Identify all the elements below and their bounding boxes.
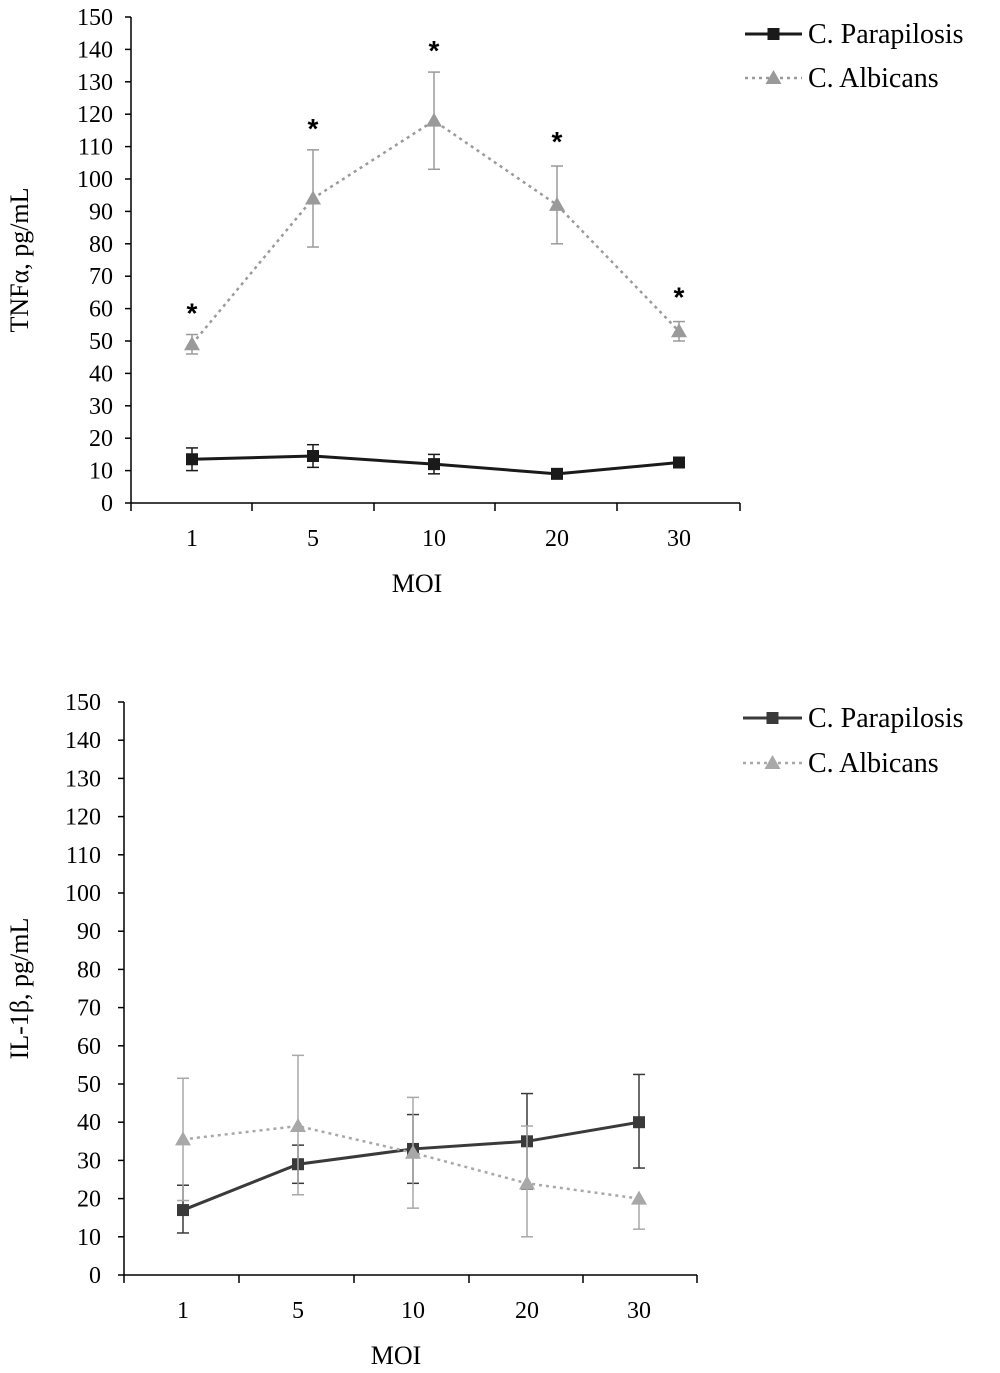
data-point bbox=[549, 196, 565, 211]
y-tick-label: 150 bbox=[77, 5, 113, 31]
legend-item: C. Parapilosis bbox=[743, 703, 964, 734]
legend-item: C. Albicans bbox=[745, 63, 939, 94]
y-tick-label: 20 bbox=[77, 1187, 101, 1213]
data-point bbox=[305, 190, 321, 205]
series-parapilosis bbox=[186, 443, 685, 480]
y-axis-title: TNFα, pg/mL bbox=[5, 187, 34, 332]
data-point bbox=[551, 467, 563, 480]
y-tick-label: 150 bbox=[65, 690, 101, 716]
legend-item: C. Parapilosis bbox=[745, 19, 964, 50]
x-tick-label: 10 bbox=[422, 526, 446, 552]
legend-label: C. Albicans bbox=[808, 63, 939, 94]
x-axis-title: MOI bbox=[392, 569, 443, 598]
chart-1: 0 10 20 30 40 50 60 70 80 90 100 110 120 130 140 150 1 5 1… bbox=[5, 5, 964, 598]
y-tick-label: 100 bbox=[77, 167, 113, 193]
x-tick-label: 1 bbox=[186, 526, 198, 552]
y-tick-label: 0 bbox=[101, 491, 113, 517]
y-axis-title: IL-1β, pg/mL bbox=[5, 918, 34, 1060]
series-albicans bbox=[184, 71, 687, 355]
data-point bbox=[290, 1118, 306, 1133]
y-tick-label: 70 bbox=[89, 264, 113, 290]
y-tick-label: 10 bbox=[89, 459, 113, 485]
x-tick-label: 1 bbox=[177, 1298, 189, 1324]
legend-marker bbox=[766, 712, 779, 724]
y-tick-label: 10 bbox=[77, 1225, 101, 1251]
series-albicans bbox=[175, 1054, 647, 1238]
y-tick-label: 30 bbox=[89, 394, 113, 420]
y-tick-label: 110 bbox=[78, 135, 113, 161]
data-point bbox=[428, 458, 440, 471]
x-tick-label: 5 bbox=[307, 526, 319, 552]
series-line bbox=[191, 119, 680, 346]
legend-label: C. Albicans bbox=[808, 748, 939, 779]
x-tick-label: 30 bbox=[627, 1298, 651, 1324]
y-tick-label: 0 bbox=[89, 1263, 101, 1289]
data-point bbox=[631, 1190, 647, 1205]
significance-marker: * bbox=[552, 126, 563, 157]
significance-marker: * bbox=[308, 113, 319, 144]
data-point bbox=[184, 336, 200, 351]
legend-label: C. Parapilosis bbox=[808, 703, 964, 734]
significance-marker: * bbox=[674, 281, 685, 312]
y-tick-label: 130 bbox=[77, 70, 113, 96]
y-tick-label: 40 bbox=[77, 1110, 101, 1136]
data-point bbox=[405, 1144, 421, 1159]
data-point bbox=[307, 450, 319, 463]
y-tick-label: 50 bbox=[89, 329, 113, 355]
legend-label: C. Parapilosis bbox=[808, 19, 964, 50]
y-tick-label: 90 bbox=[89, 199, 113, 225]
x-axis-title: MOI bbox=[371, 1341, 422, 1370]
data-point bbox=[175, 1131, 191, 1146]
y-tick-label: 100 bbox=[65, 881, 101, 907]
data-point bbox=[671, 323, 687, 338]
y-tick-label: 140 bbox=[65, 728, 101, 754]
y-tick-label: 140 bbox=[77, 37, 113, 63]
x-tick-label: 10 bbox=[401, 1298, 425, 1324]
series-line bbox=[182, 1120, 640, 1212]
y-tick-label: 20 bbox=[89, 426, 113, 452]
significance-marker: * bbox=[187, 298, 198, 329]
data-point bbox=[186, 453, 198, 466]
data-point bbox=[426, 112, 442, 127]
data-point bbox=[673, 456, 685, 469]
data-point bbox=[519, 1175, 535, 1190]
significance-marker: * bbox=[429, 35, 440, 66]
legend: C. Parapilosis C. Albicans bbox=[743, 703, 964, 779]
y-tick-label: 80 bbox=[89, 232, 113, 258]
chart-2: 0 10 20 30 40 50 60 70 80 90 100 110 120 130 140 150 1 5 1… bbox=[5, 690, 964, 1370]
y-tick-label: 30 bbox=[77, 1148, 101, 1174]
x-tick-label: 30 bbox=[667, 526, 691, 552]
data-point bbox=[177, 1204, 189, 1217]
data-point bbox=[633, 1116, 645, 1129]
legend-marker bbox=[764, 755, 781, 769]
series-line bbox=[182, 1124, 640, 1200]
legend-marker bbox=[767, 28, 780, 40]
y-tick-label: 120 bbox=[77, 102, 113, 128]
y-tick-label: 120 bbox=[65, 805, 101, 831]
y-tick-label: 60 bbox=[89, 297, 113, 323]
legend: C. Parapilosis C. Albicans bbox=[745, 19, 964, 94]
legend-item: C. Albicans bbox=[743, 748, 939, 779]
y-tick-label: 90 bbox=[77, 919, 101, 945]
y-tick-label: 60 bbox=[77, 1034, 101, 1060]
x-tick-label: 20 bbox=[515, 1298, 539, 1324]
y-tick-label: 110 bbox=[66, 843, 101, 869]
y-tick-label: 40 bbox=[89, 361, 113, 387]
y-tick-label: 130 bbox=[65, 766, 101, 792]
y-tick-label: 70 bbox=[77, 996, 101, 1022]
x-tick-label: 20 bbox=[545, 526, 569, 552]
x-tick-label: 5 bbox=[292, 1298, 304, 1324]
y-tick-label: 50 bbox=[77, 1072, 101, 1098]
y-tick-label: 80 bbox=[77, 957, 101, 983]
legend-marker bbox=[765, 70, 782, 84]
